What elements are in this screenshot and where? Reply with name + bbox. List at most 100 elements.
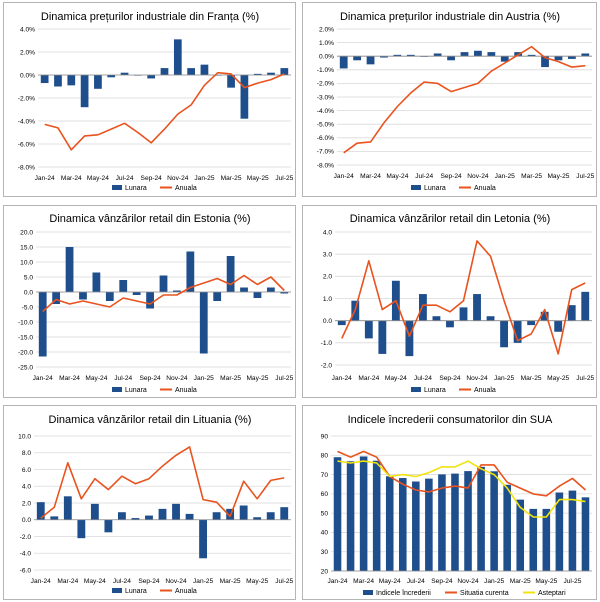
- y-tick-label: -8.0%: [18, 164, 35, 171]
- x-tick-label: May-24: [386, 173, 408, 180]
- bar: [253, 73, 262, 75]
- bar: [473, 294, 481, 321]
- bar: [92, 272, 101, 292]
- bar: [418, 294, 427, 321]
- x-tick-label: May-25: [247, 175, 269, 182]
- chart-panel-estonia: Dinamica vânzărilor retail din Estonia (…: [3, 205, 296, 398]
- bar: [239, 505, 248, 520]
- x-tick-label: Jan-25: [495, 173, 515, 180]
- x-tick-label: Mar-24: [358, 375, 379, 382]
- bar: [173, 39, 182, 75]
- bar: [185, 513, 194, 520]
- legend-label-indicele: Indicele încrederii: [376, 590, 431, 597]
- bar: [451, 473, 459, 571]
- bar: [240, 287, 248, 292]
- legend-label-lunara: Lunara: [125, 185, 147, 192]
- bar: [199, 292, 208, 354]
- bar: [160, 68, 169, 75]
- legend-label-anuala: Anuala: [175, 387, 197, 394]
- y-tick-label: 20.0: [20, 229, 33, 236]
- y-tick-label: -15.0: [18, 334, 33, 341]
- x-tick-label: May-25: [535, 578, 557, 585]
- bar: [54, 75, 62, 87]
- x-tick-label: May-25: [547, 173, 569, 180]
- series-line-anuala: [44, 71, 285, 151]
- bar: [366, 56, 375, 65]
- bar: [267, 72, 275, 75]
- bar: [541, 56, 549, 68]
- y-tick-label: -6.0: [20, 567, 32, 574]
- x-tick-label: Jul-25: [576, 173, 594, 180]
- bar: [40, 75, 49, 84]
- y-tick-label: 1.0: [323, 296, 332, 303]
- bar: [146, 292, 154, 309]
- bar: [280, 68, 289, 75]
- x-tick-label: Jul-25: [275, 375, 293, 382]
- bar: [186, 251, 195, 292]
- legend-label-situatia: Situatia curenta: [460, 590, 509, 597]
- x-tick-label: Jul-25: [563, 578, 581, 585]
- series-line-anuala: [40, 446, 285, 519]
- chart-panel-sua: Indicele încrederii consumatorilor din S…: [302, 405, 597, 600]
- bar: [147, 75, 156, 79]
- bar: [159, 275, 168, 292]
- bar: [353, 56, 362, 61]
- bar: [94, 75, 102, 89]
- x-tick-label: Jan-25: [194, 375, 214, 382]
- x-tick-label: Mar-25: [521, 173, 542, 180]
- chart-lituania: Dinamica vânzărilor retail din Lituania …: [18, 414, 293, 595]
- y-tick-label: 20: [321, 568, 329, 575]
- bar: [280, 507, 289, 520]
- bar: [346, 461, 355, 571]
- y-tick-label: 2.0: [22, 500, 31, 507]
- chart-panel-austria: Dinamica prețurilor industriale din Aust…: [302, 2, 597, 197]
- x-tick-label: Jan-25: [193, 578, 213, 585]
- bar: [513, 320, 522, 343]
- bar: [173, 290, 181, 292]
- chart-estonia: Dinamica vânzărilor retail din Estonia (…: [18, 213, 294, 394]
- legend-label-asteptari: Asteptari: [538, 590, 566, 597]
- x-tick-label: Jul-24: [113, 578, 131, 585]
- x-tick-label: Nov-24: [166, 375, 188, 382]
- y-tick-label: 80: [321, 453, 329, 460]
- bar: [80, 75, 89, 108]
- bar: [117, 512, 126, 520]
- y-tick-label: 6.0: [22, 467, 31, 474]
- x-tick-label: Sep-24: [440, 173, 462, 180]
- bar: [77, 519, 86, 539]
- legend-swatch-lunara: [112, 387, 122, 392]
- bar: [145, 515, 153, 520]
- x-tick-label: Jul-25: [275, 175, 293, 182]
- series-line-anuala: [343, 45, 586, 154]
- x-tick-label: Jan-24: [33, 375, 53, 382]
- bar: [50, 516, 59, 520]
- y-tick-label: 4.0%: [20, 26, 35, 33]
- series-line-anuala: [42, 274, 285, 313]
- y-tick-label: -2.0%: [18, 95, 35, 102]
- legend-swatch-indicele: [363, 590, 373, 595]
- bar: [500, 56, 509, 62]
- y-tick-label: 4.0: [22, 484, 31, 491]
- x-tick-label: Sep-24: [431, 578, 453, 585]
- x-tick-label: May-25: [547, 375, 569, 382]
- legend-label-anuala: Anuala: [474, 387, 496, 394]
- legend-label-anuala: Anuala: [175, 588, 197, 595]
- bar: [337, 320, 346, 326]
- bar: [266, 287, 275, 292]
- bar: [107, 75, 116, 78]
- x-tick-label: Jan-24: [31, 578, 51, 585]
- bar: [412, 481, 420, 571]
- bar: [500, 320, 509, 348]
- bar: [212, 512, 221, 520]
- chart-title: Indicele încrederii consumatorilor din S…: [348, 414, 553, 426]
- bar: [398, 478, 407, 571]
- chart-franta: Dinamica prețurilor industriale din Fran…: [18, 11, 294, 192]
- y-tick-label: 0.0: [323, 318, 332, 325]
- y-tick-label: -2.0%: [317, 81, 334, 88]
- bar: [380, 56, 388, 58]
- bar: [567, 305, 576, 321]
- y-tick-label: -20.0: [18, 349, 33, 356]
- y-tick-label: 30: [321, 549, 329, 556]
- bar: [266, 512, 275, 520]
- legend-swatch-lunara: [112, 185, 122, 190]
